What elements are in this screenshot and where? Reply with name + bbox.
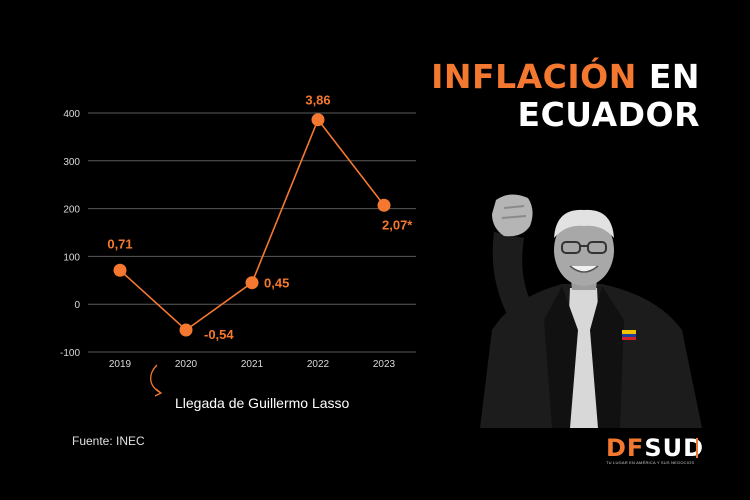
data-label: 3,86 <box>305 93 330 108</box>
annotation-arrow-icon <box>150 364 163 397</box>
x-tick-label: 2019 <box>109 359 132 370</box>
x-tick-label: 2020 <box>175 359 198 370</box>
logo-tagline: TU LUGAR EN AMÉRICA Y SUS NEGOCIOS <box>606 460 695 465</box>
data-point <box>113 263 127 277</box>
logo-sud: SUD <box>644 434 705 462</box>
title-accent: INFLACIÓN <box>431 57 637 96</box>
grid-lines <box>88 112 416 353</box>
x-axis-ticks: 2019 2020 2021 2022 2023 <box>109 359 396 370</box>
logo-wordmark: DFSUD <box>606 436 704 460</box>
logo-bar <box>696 438 698 458</box>
y-tick-label: -100 <box>60 348 80 359</box>
series-points <box>113 113 391 337</box>
data-labels: 0,71 -0,54 0,45 3,86 2,07* <box>107 93 413 342</box>
y-axis-ticks: 400 300 200 100 0 -100 <box>60 109 80 359</box>
chart-title: INFLACIÓN EN ECUADOR <box>431 58 700 134</box>
data-label: -0,54 <box>204 327 234 342</box>
logo-df: DF <box>606 434 645 462</box>
title-line2: ECUADOR <box>517 95 700 134</box>
y-tick-label: 100 <box>63 252 80 263</box>
series-line <box>119 118 385 332</box>
y-tick-label: 200 <box>63 205 80 216</box>
person-photo <box>480 194 702 428</box>
data-label: 0,45 <box>264 276 289 291</box>
y-tick-label: 400 <box>63 109 80 120</box>
annotation-text: Llegada de Guillermo Lasso <box>175 395 350 411</box>
dfsud-logo: DFSUD TU LUGAR EN AMÉRICA Y SUS NEGOCIOS <box>606 436 706 468</box>
data-point <box>377 198 391 212</box>
y-tick-label: 300 <box>63 157 80 168</box>
source-note: Fuente: INEC <box>72 434 145 448</box>
data-point <box>245 276 259 290</box>
y-tick-label: 0 <box>74 300 80 311</box>
x-tick-label: 2022 <box>307 359 330 370</box>
data-label: 2,07* <box>382 217 413 232</box>
data-point <box>311 113 325 127</box>
x-tick-label: 2021 <box>241 359 264 370</box>
data-point <box>179 323 193 337</box>
x-tick-label: 2023 <box>373 359 396 370</box>
title-line1-rest: EN <box>648 57 700 96</box>
data-label: 0,71 <box>107 236 132 251</box>
series-polyline <box>119 118 385 332</box>
